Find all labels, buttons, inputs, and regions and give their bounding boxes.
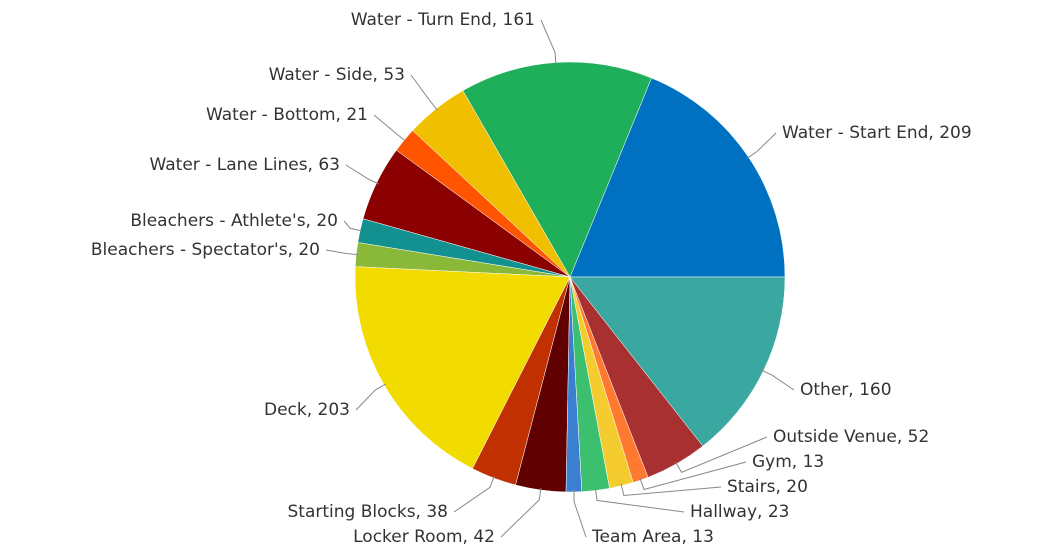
data-label: Stairs, 20 xyxy=(727,477,808,497)
leader-line xyxy=(453,475,495,513)
leader-line xyxy=(345,164,379,185)
data-label: Hallway, 23 xyxy=(690,502,789,522)
leader-line xyxy=(500,487,542,538)
leader-line xyxy=(595,488,685,513)
leader-line xyxy=(325,249,359,256)
leader-line xyxy=(620,483,722,496)
data-label: Team Area, 13 xyxy=(591,527,714,547)
leader-line xyxy=(761,369,795,391)
leader-line xyxy=(675,436,768,474)
leader-line xyxy=(573,489,587,538)
data-label: Water - Lane Lines, 63 xyxy=(150,155,340,175)
leader-line xyxy=(746,132,777,159)
leader-line xyxy=(355,383,387,411)
data-label: Water - Bottom, 21 xyxy=(206,105,368,125)
data-label: Bleachers - Spectator's, 20 xyxy=(91,240,320,260)
data-label: Water - Side, 53 xyxy=(269,65,405,85)
leader-line xyxy=(410,74,438,111)
data-label: Bleachers - Athlete's, 20 xyxy=(130,211,338,231)
data-label: Other, 160 xyxy=(800,380,892,400)
leader-line xyxy=(343,220,363,232)
data-label: Outside Venue, 52 xyxy=(773,427,929,447)
data-label: Starting Blocks, 38 xyxy=(288,502,449,522)
leader-line xyxy=(639,461,747,491)
data-label: Water - Start End, 209 xyxy=(782,123,972,143)
data-label: Gym, 13 xyxy=(752,452,824,472)
data-label: Locker Room, 42 xyxy=(353,527,495,547)
leader-line xyxy=(373,114,407,142)
leader-line xyxy=(540,19,557,65)
data-label: Deck, 203 xyxy=(264,400,350,420)
data-label: Water - Turn End, 161 xyxy=(351,10,535,30)
